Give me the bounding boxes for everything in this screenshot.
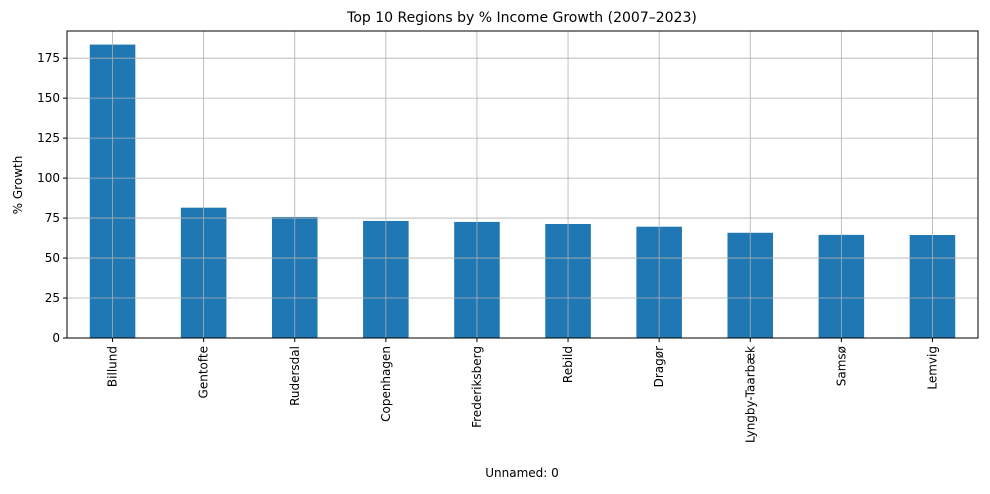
axes — [66, 30, 979, 339]
x-tick-label-9: Lemvig — [925, 346, 939, 390]
y-tick-label-2: 50 — [45, 251, 60, 265]
y-tick-label-7: 175 — [37, 51, 60, 65]
x-axis-ticks: Billund Gentofte Rudersdal Copenhagen Freder… — [106, 338, 939, 443]
y-tick-label-0: 0 — [52, 331, 60, 345]
y-tick-label-4: 100 — [37, 171, 60, 185]
x-tick-label-2: Rudersdal — [288, 346, 302, 406]
x-tick-label-6: Dragør — [652, 346, 666, 387]
x-tick-label-0: Billund — [106, 346, 120, 387]
x-tick-label-3: Copenhagen — [379, 346, 393, 422]
y-axis-label: % Growth — [11, 156, 25, 215]
x-tick-label-4: Frederiksberg — [470, 346, 484, 428]
x-tick-label-5: Rebild — [561, 346, 575, 383]
x-tick-label-1: Gentofte — [197, 346, 211, 398]
y-tick-label-6: 150 — [37, 91, 60, 105]
y-axis-ticks: 0 25 50 75 100 125 150 175 — [37, 51, 67, 345]
y-tick-label-3: 75 — [45, 211, 60, 225]
x-axis-label: Unnamed: 0 — [485, 466, 559, 480]
x-tick-label-7: Lyngby-Taarbæk — [743, 346, 757, 443]
y-tick-label-5: 125 — [37, 131, 60, 145]
chart-title: Top 10 Regions by % Income Growth (2007–… — [346, 10, 697, 26]
y-tick-label-1: 25 — [45, 291, 60, 305]
plot-frame — [66, 30, 979, 339]
grid-lines — [67, 31, 978, 339]
x-tick-label-8: Samsø — [834, 346, 848, 386]
bars — [89, 44, 956, 338]
